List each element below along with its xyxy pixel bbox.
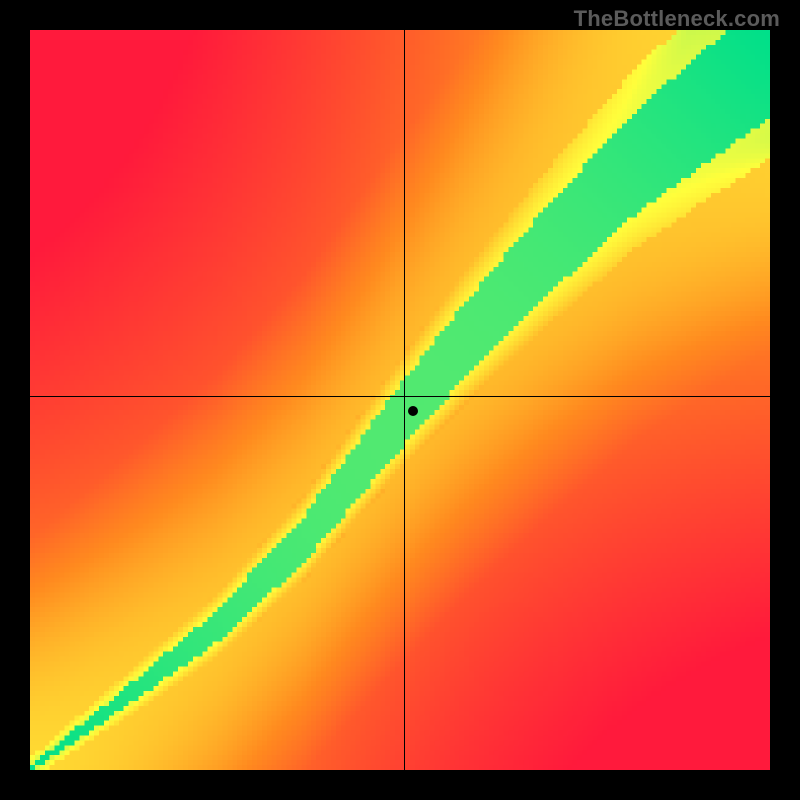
crosshair-vertical <box>404 30 405 770</box>
heatmap-canvas <box>30 30 770 770</box>
figure-stage: TheBottleneck.com <box>0 0 800 800</box>
crosshair-horizontal <box>30 396 770 397</box>
plot-area <box>30 30 770 770</box>
watermark-text: TheBottleneck.com <box>574 6 780 32</box>
data-point-marker <box>408 406 418 416</box>
